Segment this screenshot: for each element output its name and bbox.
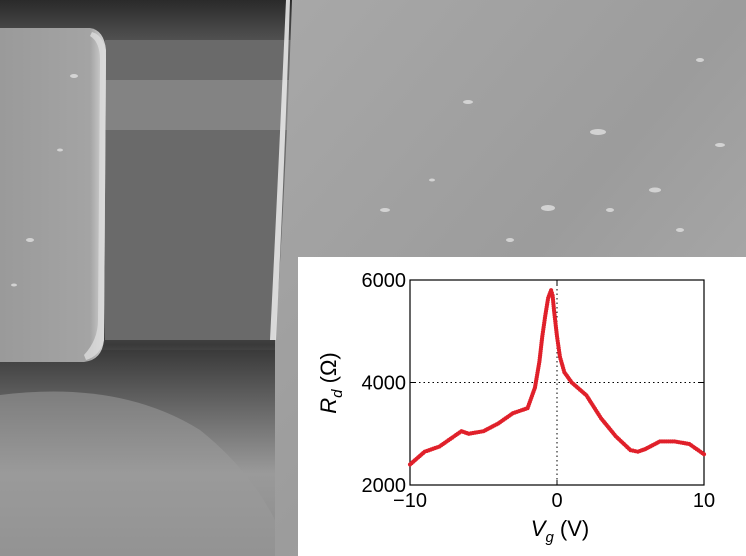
x-tick-label: −10 [393, 490, 427, 512]
x-axis-label-main: V [531, 516, 548, 541]
y-axis-label-main: R [316, 398, 341, 414]
x-axis-label-unit: (V) [554, 516, 589, 541]
x-axis-label-sub: g [545, 529, 554, 546]
data-points [407, 288, 707, 467]
y-axis-label: Rd (Ω) [316, 352, 346, 413]
y-tick-label: 2000 [362, 475, 407, 497]
axis-ticks: −10 0 10 2000 4000 6000 [362, 270, 716, 512]
x-axis-label: Vg (V) [531, 516, 589, 546]
y-axis-label-unit: (Ω) [316, 352, 341, 389]
y-tick-label: 6000 [362, 270, 407, 292]
plot-frame [409, 279, 705, 486]
resistance-chart: −10 0 10 2000 4000 6000 Vg (V) Rd (Ω) [316, 270, 716, 546]
y-tick-label: 4000 [362, 373, 407, 395]
x-tick-label: 0 [551, 490, 562, 512]
grid-lines [410, 280, 704, 485]
x-tick-label: 10 [693, 490, 715, 512]
data-point [701, 452, 707, 457]
resistance-plot-inset: −10 0 10 2000 4000 6000 Vg (V) Rd (Ω) [298, 257, 746, 556]
y-axis-label-sub: d [329, 389, 346, 398]
